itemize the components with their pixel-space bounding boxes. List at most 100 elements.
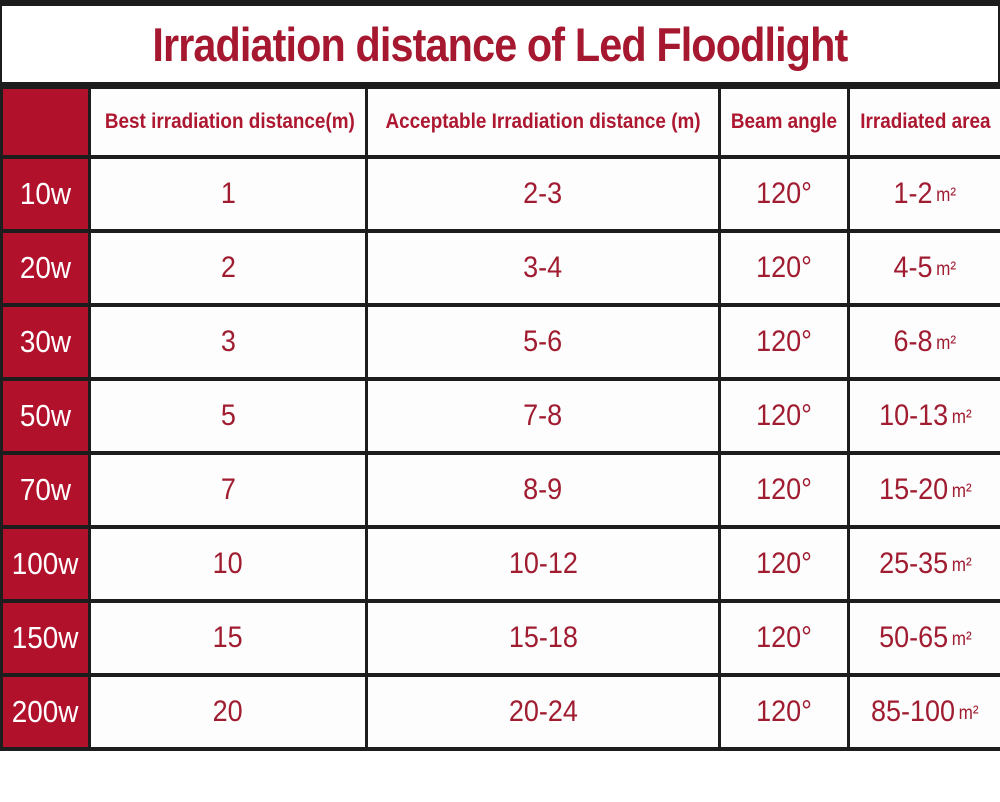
area-unit-label: m²	[958, 703, 979, 724]
best-distance-cell: 5	[88, 377, 368, 455]
acceptable-distance-cell-value: 10-12	[508, 547, 578, 580]
acceptable-distance-cell: 5-6	[365, 303, 721, 381]
beam-angle-cell-value: 120°	[756, 547, 812, 580]
irradiated-area-wrap: 25-35 m²	[879, 547, 972, 581]
irradiated-area-value: 15-20	[878, 473, 948, 506]
power-cell: 10w	[0, 155, 91, 233]
best-distance-cell-value: 10	[212, 547, 244, 580]
irradiated-area-wrap: 1-2 m²	[894, 177, 957, 211]
acceptable-distance-cell: 7-8	[365, 377, 721, 455]
irradiated-area-value: 50-65	[878, 621, 948, 654]
irradiated-area-value: 1-2	[893, 177, 933, 210]
acceptable-distance-cell: 15-18	[365, 599, 721, 677]
best-distance-cell: 3	[88, 303, 368, 381]
irradiated-area-value: 6-8	[893, 325, 933, 358]
beam-angle-cell-value: 120°	[756, 621, 812, 654]
floodlight-spec-table: Best irradiation distance(m) Acceptable I…	[0, 85, 1000, 751]
irradiated-area-wrap: 15-20 m²	[879, 473, 972, 507]
table-body: 10w 1 2-3 120° 1-2 m² 20w 2 3-4 120° 4-5 m² 30w 3 5-6 1…	[0, 155, 1000, 751]
acceptable-distance-cell: 10-12	[365, 525, 721, 603]
area-unit-label: m²	[951, 481, 972, 502]
best-distance-cell-value: 15	[212, 621, 244, 654]
area-unit-label: m²	[951, 407, 972, 428]
power-cell: 50w	[0, 377, 91, 455]
best-distance-cell: 2	[88, 229, 368, 307]
irradiated-area-wrap: 4-5 m²	[894, 251, 957, 285]
beam-angle-cell-value: 120°	[756, 695, 812, 728]
beam-angle-cell-value: 120°	[756, 325, 812, 358]
acceptable-distance-cell: 20-24	[365, 673, 721, 751]
column-header: Acceptable Irradiation distance (m)	[365, 85, 721, 159]
best-distance-cell: 10	[88, 525, 368, 603]
header-corner-cell	[0, 85, 91, 159]
area-unit-label: m²	[951, 629, 972, 650]
irradiated-area-cell: 15-20 m²	[847, 451, 1000, 529]
area-unit-label: m²	[936, 333, 957, 354]
irradiated-area-wrap: 10-13 m²	[879, 399, 972, 433]
table-row: 150w 15 15-18 120° 50-65 m²	[0, 599, 1000, 677]
beam-angle-cell: 120°	[718, 525, 850, 603]
power-cell: 20w	[0, 229, 91, 307]
best-distance-cell: 7	[88, 451, 368, 529]
irradiated-area-wrap: 50-65 m²	[879, 621, 972, 655]
power-cell: 70w	[0, 451, 91, 529]
acceptable-distance-cell: 3-4	[365, 229, 721, 307]
acceptable-distance-cell-value: 8-9	[523, 473, 563, 506]
irradiated-area-cell: 85-100 m²	[847, 673, 1000, 751]
irradiated-area-cell: 50-65 m²	[847, 599, 1000, 677]
table-row: 20w 2 3-4 120° 4-5 m²	[0, 229, 1000, 307]
column-header: Best irradiation distance(m)	[88, 85, 368, 159]
irradiated-area-value: 25-35	[878, 547, 948, 580]
table-row: 10w 1 2-3 120° 1-2 m²	[0, 155, 1000, 233]
power-cell-value: 70w	[19, 472, 72, 507]
best-distance-cell-value: 20	[212, 695, 244, 728]
power-cell: 100w	[0, 525, 91, 603]
beam-angle-cell: 120°	[718, 155, 850, 233]
table-row: 70w 7 8-9 120° 15-20 m²	[0, 451, 1000, 529]
acceptable-distance-cell-value: 15-18	[508, 621, 578, 654]
power-cell-value: 100w	[12, 546, 79, 581]
irradiated-area-cell: 6-8 m²	[847, 303, 1000, 381]
irradiated-area-value: 10-13	[878, 399, 948, 432]
irradiated-area-cell: 25-35 m²	[847, 525, 1000, 603]
column-header: Beam angle	[718, 85, 850, 159]
table-header: Best irradiation distance(m) Acceptable I…	[0, 85, 1000, 159]
page-title: Irradiation distance of Led Floodlight	[152, 17, 849, 71]
beam-angle-cell: 120°	[718, 673, 850, 751]
table-row: 100w 10 10-12 120° 25-35 m²	[0, 525, 1000, 603]
beam-angle-cell-value: 120°	[756, 473, 812, 506]
area-unit-label: m²	[936, 185, 957, 206]
acceptable-distance-cell-value: 3-4	[523, 251, 563, 284]
best-distance-cell-value: 7	[220, 473, 236, 506]
beam-angle-cell-value: 120°	[756, 177, 812, 210]
power-cell-value: 200w	[12, 694, 79, 729]
best-distance-cell: 15	[88, 599, 368, 677]
irradiated-area-value: 4-5	[893, 251, 933, 284]
best-distance-cell-value: 1	[220, 177, 236, 210]
beam-angle-cell: 120°	[718, 229, 850, 307]
column-header-label: Irradiated area	[859, 110, 991, 133]
best-distance-cell-value: 5	[220, 399, 236, 432]
power-cell: 200w	[0, 673, 91, 751]
best-distance-cell-value: 2	[220, 251, 236, 284]
beam-angle-cell: 120°	[718, 377, 850, 455]
acceptable-distance-cell: 8-9	[365, 451, 721, 529]
power-cell-value: 50w	[19, 398, 72, 433]
power-cell-value: 30w	[19, 324, 72, 359]
area-unit-label: m²	[936, 259, 957, 280]
acceptable-distance-cell-value: 5-6	[523, 325, 563, 358]
power-cell-value: 10w	[19, 176, 72, 211]
beam-angle-cell: 120°	[718, 599, 850, 677]
beam-angle-cell-value: 120°	[756, 251, 812, 284]
acceptable-distance-cell-value: 2-3	[523, 177, 563, 210]
power-cell: 30w	[0, 303, 91, 381]
table-row: 50w 5 7-8 120° 10-13 m²	[0, 377, 1000, 455]
table-row: 30w 3 5-6 120° 6-8 m²	[0, 303, 1000, 381]
column-header-label: Best irradiation distance(m)	[104, 110, 355, 133]
irradiated-area-cell: 4-5 m²	[847, 229, 1000, 307]
column-header: Irradiated area	[847, 85, 1000, 159]
best-distance-cell: 1	[88, 155, 368, 233]
column-header-label: Beam angle	[730, 110, 838, 133]
bottom-margin	[0, 751, 1000, 765]
irradiated-area-wrap: 6-8 m²	[894, 325, 957, 359]
